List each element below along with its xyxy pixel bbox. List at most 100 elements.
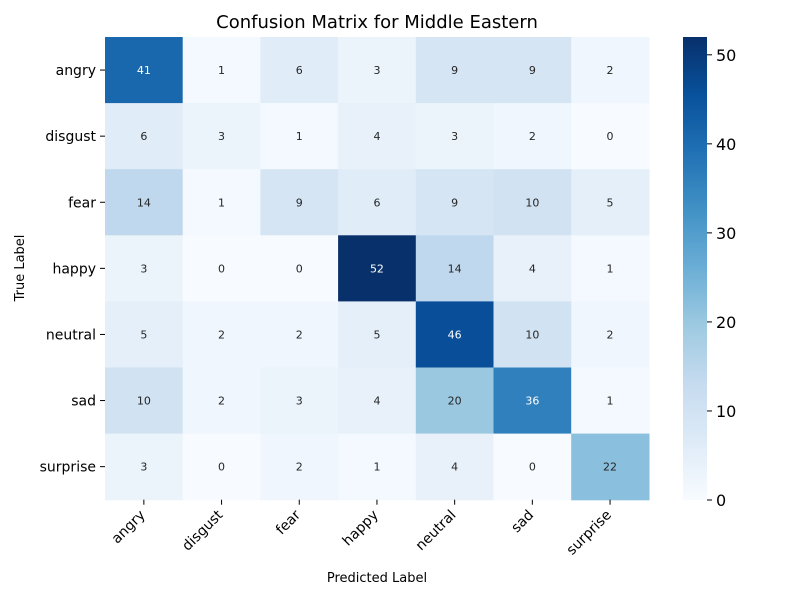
cell-value-label: 6 xyxy=(373,196,380,209)
cell-value-label: 3 xyxy=(373,64,380,77)
cell-value-label: 1 xyxy=(607,395,614,408)
cell-value-label: 22 xyxy=(603,461,617,474)
heatmap-cell xyxy=(260,169,339,236)
cell-value-label: 10 xyxy=(137,395,151,408)
cell-value-label: 4 xyxy=(451,461,458,474)
heatmap-cell xyxy=(571,301,650,369)
heatmap-cell xyxy=(415,103,495,170)
cell-value-label: 2 xyxy=(529,130,536,143)
cell-value-label: 3 xyxy=(296,395,303,408)
heatmap-cell xyxy=(493,367,572,435)
heatmap-cell xyxy=(182,433,261,501)
cell-value-label: 9 xyxy=(296,196,303,209)
cell-value-label: 1 xyxy=(607,262,614,275)
heatmap-cell xyxy=(571,103,650,170)
cell-value-label: 2 xyxy=(296,461,303,474)
x-tick-label: happy xyxy=(340,507,382,549)
cell-value-label: 1 xyxy=(218,196,225,209)
cell-value-label: 9 xyxy=(451,196,458,209)
heatmap-cell xyxy=(105,103,184,170)
heatmap-cell xyxy=(338,37,417,104)
colorbar-tick-label: 20 xyxy=(716,313,736,332)
cell-value-label: 41 xyxy=(137,64,151,77)
heatmap-cell xyxy=(105,367,184,435)
x-axis-label: Predicted Label xyxy=(327,571,427,586)
heatmap-cell xyxy=(571,433,650,501)
heatmap-cell xyxy=(415,367,495,435)
cell-value-label: 3 xyxy=(140,262,147,275)
cell-value-label: 52 xyxy=(370,262,384,275)
heatmap-cell xyxy=(415,301,495,369)
heatmap-cell xyxy=(260,235,339,302)
chart-title: Confusion Matrix for Middle Eastern xyxy=(216,12,538,33)
heatmap-annotations: 41 1 6 3 9 9 26 3 1 4 3 2 014 1 9 6 9 10 53 0 0 52 14 4 15 2 2 5 46 1… xyxy=(137,64,617,474)
cell-value-label: 2 xyxy=(607,64,614,77)
cell-value-label: 4 xyxy=(529,262,536,275)
heatmap-cell xyxy=(571,37,650,104)
heatmap-cell xyxy=(260,367,339,435)
heatmap-cell xyxy=(260,433,339,501)
cell-value-label: 14 xyxy=(137,196,151,209)
heatmap-cell xyxy=(493,235,572,302)
heatmap-cell xyxy=(571,367,650,435)
heatmap-cell xyxy=(182,301,261,369)
heatmap-cell xyxy=(338,433,417,501)
heatmap-cell xyxy=(415,433,495,501)
heatmap-cell xyxy=(338,103,417,170)
cell-value-label: 9 xyxy=(529,64,536,77)
colorbar-tick-label: 30 xyxy=(716,224,736,243)
colorbar-tick-label: 50 xyxy=(716,46,736,65)
heatmap-cell xyxy=(182,103,261,170)
colorbar-ticks: 0 10 20 30 40 50 xyxy=(707,46,736,510)
cell-value-label: 5 xyxy=(373,328,380,341)
heatmap-cell xyxy=(493,37,572,104)
cell-value-label: 3 xyxy=(218,130,225,143)
y-axis: angry disgust fear happy neutral sad surprise xyxy=(40,63,105,476)
heatmap-cell xyxy=(571,169,650,236)
cell-value-label: 36 xyxy=(525,395,539,408)
cell-value-label: 0 xyxy=(296,262,303,275)
heatmap-cell xyxy=(415,37,495,104)
y-tick-label: angry xyxy=(56,63,96,79)
colorbar xyxy=(683,37,707,500)
cell-value-label: 3 xyxy=(451,130,458,143)
y-tick-label: sad xyxy=(71,394,96,410)
heatmap-cell xyxy=(105,37,184,104)
heatmap-cell xyxy=(260,103,339,170)
heatmap-cell xyxy=(493,433,572,501)
x-tick-label: neutral xyxy=(413,507,460,554)
cell-value-label: 14 xyxy=(448,262,462,275)
heatmap-cell xyxy=(260,37,339,104)
cell-value-label: 4 xyxy=(373,395,380,408)
heatmap-cell xyxy=(338,169,417,236)
heatmap-cell xyxy=(415,235,495,302)
cell-value-label: 20 xyxy=(448,395,462,408)
colorbar-tick-label: 10 xyxy=(716,402,736,421)
cell-value-label: 9 xyxy=(451,64,458,77)
y-axis-label: True Label xyxy=(13,235,28,303)
heatmap-cell xyxy=(571,235,650,302)
cell-value-label: 2 xyxy=(296,328,303,341)
cell-value-label: 1 xyxy=(373,461,380,474)
colorbar-tick-label: 0 xyxy=(716,491,726,510)
heatmap-cell xyxy=(105,433,184,501)
cell-value-label: 5 xyxy=(607,196,614,209)
cell-value-label: 2 xyxy=(218,395,225,408)
heatmap-cell xyxy=(105,301,184,369)
cell-value-label: 4 xyxy=(373,130,380,143)
y-tick-label: happy xyxy=(52,261,96,277)
cell-value-label: 6 xyxy=(140,130,147,143)
x-tick-label: fear xyxy=(273,507,304,538)
heatmap-cell xyxy=(182,367,261,435)
heatmap-cell xyxy=(182,37,261,104)
cell-value-label: 2 xyxy=(607,328,614,341)
x-tick-label: sad xyxy=(508,507,537,536)
x-tick-label: angry xyxy=(109,507,149,547)
x-tick-label: disgust xyxy=(179,507,226,554)
heatmap-cell xyxy=(493,103,572,170)
cell-value-label: 46 xyxy=(448,328,462,341)
cell-value-label: 1 xyxy=(218,64,225,77)
cell-value-label: 10 xyxy=(525,196,539,209)
